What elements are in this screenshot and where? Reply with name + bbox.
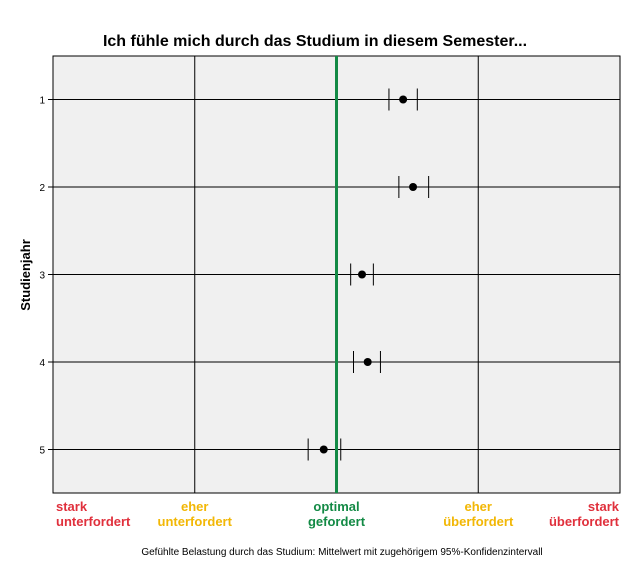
x-scale-label: stark <box>56 499 88 514</box>
data-points <box>307 88 430 461</box>
y-tick-label: 2 <box>39 183 45 194</box>
mean-point <box>319 445 328 454</box>
mean-point <box>399 95 408 104</box>
x-scale-label: überfordert <box>443 514 514 529</box>
y-axis-label: Studienjahr <box>18 239 33 311</box>
y-tick-label: 3 <box>39 271 45 282</box>
x-scale-label: optimal <box>313 499 359 514</box>
x-scale-label: überfordert <box>549 514 620 529</box>
x-scale-label: stark <box>588 499 620 514</box>
x-scale-label: eher <box>181 499 208 514</box>
x-scale-label: eher <box>465 499 492 514</box>
mean-point <box>409 183 418 191</box>
x-scale-label: gefordert <box>308 514 366 529</box>
y-tick-label: 5 <box>39 446 45 457</box>
mean-point <box>358 270 367 279</box>
y-tick-label: 1 <box>39 96 45 107</box>
x-scale-labels: starkunterforderteherunterfordertoptimal… <box>56 499 620 529</box>
x-scale-label: unterfordert <box>158 514 233 529</box>
mean-point <box>363 358 372 366</box>
x-axis-caption: Gefühlte Belastung durch das Studium: Mi… <box>141 547 542 558</box>
y-tick-label: 4 <box>39 358 45 369</box>
y-tick-labels: 1 2 3 4 5 <box>39 96 53 457</box>
chart-title: Ich fühle mich durch das Studium in dies… <box>103 33 527 50</box>
x-scale-label: unterfordert <box>56 514 131 529</box>
